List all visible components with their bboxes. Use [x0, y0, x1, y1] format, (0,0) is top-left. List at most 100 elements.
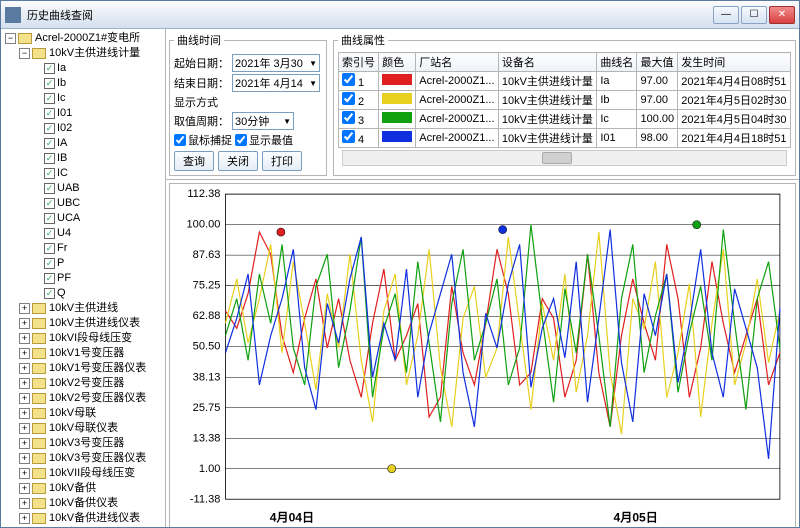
table-row[interactable]: 1 Acrel-2000Z1...10kV主供进线计量Ia97.002021年4… [339, 72, 791, 91]
row-checkbox[interactable] [342, 111, 355, 124]
checkbox-icon[interactable]: ✓ [44, 168, 55, 179]
table-header[interactable]: 最大值 [637, 53, 678, 72]
close-panel-button[interactable]: 关闭 [218, 151, 258, 171]
tree-node[interactable]: +10kVII段母线压变 [3, 466, 163, 481]
scrollbar-thumb[interactable] [542, 152, 572, 164]
query-button[interactable]: 查询 [174, 151, 214, 171]
expand-icon[interactable]: + [19, 453, 30, 464]
tree-node[interactable]: +10kVI段母线压变 [3, 331, 163, 346]
tree-node[interactable]: ✓Ic [3, 91, 163, 106]
tree-node[interactable]: ✓UAB [3, 181, 163, 196]
mouse-capture-checkbox[interactable]: 鼠标捕捉 [174, 132, 232, 148]
tree-node[interactable]: +10kV备供 [3, 481, 163, 496]
checkbox-icon[interactable]: ✓ [44, 153, 55, 164]
period-select[interactable]: 30分钟▼ [232, 112, 294, 130]
tree-node[interactable]: ✓Ia [3, 61, 163, 76]
close-button[interactable]: ✕ [769, 6, 795, 24]
table-header[interactable]: 发生时间 [678, 53, 791, 72]
expand-icon[interactable]: + [19, 348, 30, 359]
table-header[interactable]: 厂站名 [416, 53, 499, 72]
expand-icon[interactable]: + [19, 363, 30, 374]
row-checkbox[interactable] [342, 92, 355, 105]
tree-node[interactable]: +10kV主供进线 [3, 301, 163, 316]
table-row[interactable]: 3 Acrel-2000Z1...10kV主供进线计量Ic100.002021年… [339, 110, 791, 129]
expand-icon[interactable]: + [19, 303, 30, 314]
checkbox-icon[interactable]: ✓ [44, 243, 55, 254]
tree-node[interactable]: +10kV3号变压器仪表 [3, 451, 163, 466]
table-header[interactable]: 曲线名 [597, 53, 637, 72]
tree-node[interactable]: +1号变0.4kV [3, 526, 163, 527]
expand-icon[interactable]: + [19, 468, 30, 479]
tree-node[interactable]: +10kV主供进线仪表 [3, 316, 163, 331]
print-button[interactable]: 打印 [262, 151, 302, 171]
table-row[interactable]: 2 Acrel-2000Z1...10kV主供进线计量Ib97.002021年4… [339, 91, 791, 110]
tree-node[interactable]: +10kV母联 [3, 406, 163, 421]
color-swatch [382, 112, 412, 123]
tree-node[interactable]: ✓IB [3, 151, 163, 166]
chart-area[interactable]: 112.38100.0087.6375.2562.8850.5038.1325.… [169, 183, 796, 527]
checkbox-icon[interactable]: ✓ [44, 123, 55, 134]
tree-node[interactable]: ✓IC [3, 166, 163, 181]
tree-node[interactable]: +10kV2号变压器 [3, 376, 163, 391]
checkbox-icon[interactable]: ✓ [44, 213, 55, 224]
expand-icon[interactable]: + [19, 423, 30, 434]
start-date-picker[interactable]: 2021年 3月30▼ [232, 54, 320, 72]
expand-icon[interactable]: + [19, 483, 30, 494]
expand-icon[interactable]: − [19, 48, 30, 59]
checkbox-icon[interactable]: ✓ [44, 228, 55, 239]
expand-icon[interactable]: + [19, 333, 30, 344]
tree-node[interactable]: ✓Ib [3, 76, 163, 91]
tree-node[interactable]: ✓IA [3, 136, 163, 151]
table-row[interactable]: 4 Acrel-2000Z1...10kV主供进线计量I0198.002021年… [339, 129, 791, 148]
checkbox-icon[interactable]: ✓ [44, 258, 55, 269]
row-checkbox[interactable] [342, 73, 355, 86]
tree-node[interactable]: ✓U4 [3, 226, 163, 241]
expand-icon[interactable]: + [19, 393, 30, 404]
tree-node[interactable]: ✓UBC [3, 196, 163, 211]
tree-node[interactable]: ✓Q [3, 286, 163, 301]
tree-node[interactable]: +10kV母联仪表 [3, 421, 163, 436]
tree-node[interactable]: ✓P [3, 256, 163, 271]
expand-icon[interactable]: + [19, 498, 30, 509]
expand-icon[interactable]: + [19, 318, 30, 329]
svg-text:75.25: 75.25 [193, 280, 221, 292]
tree-node[interactable]: ✓UCA [3, 211, 163, 226]
checkbox-icon[interactable]: ✓ [44, 93, 55, 104]
table-header[interactable]: 设备名 [498, 53, 596, 72]
expand-icon[interactable]: + [19, 438, 30, 449]
table-header[interactable]: 索引号 [339, 53, 379, 72]
tree-node[interactable]: ✓Fr [3, 241, 163, 256]
table-header[interactable]: 颜色 [379, 53, 416, 72]
tree-node[interactable]: +10kV3号变压器 [3, 436, 163, 451]
h-scrollbar[interactable] [342, 150, 787, 166]
checkbox-icon[interactable]: ✓ [44, 108, 55, 119]
tree-node[interactable]: +10kV备供进线仪表 [3, 511, 163, 526]
row-checkbox[interactable] [342, 130, 355, 143]
tree-node[interactable]: ✓PF [3, 271, 163, 286]
tree-node[interactable]: −10kV主供进线计量 [3, 46, 163, 61]
checkbox-icon[interactable]: ✓ [44, 138, 55, 149]
tree-node[interactable]: +10kV1号变压器 [3, 346, 163, 361]
checkbox-icon[interactable]: ✓ [44, 273, 55, 284]
end-date-picker[interactable]: 2021年 4月14▼ [232, 74, 320, 92]
tree-panel[interactable]: −Acrel-2000Z1#变电所−10kV主供进线计量✓Ia✓Ib✓Ic✓I0… [1, 29, 166, 527]
tree-node[interactable]: +10kV1号变压器仪表 [3, 361, 163, 376]
checkbox-icon[interactable]: ✓ [44, 183, 55, 194]
tree-node[interactable]: +10kV备供仪表 [3, 496, 163, 511]
checkbox-icon[interactable]: ✓ [44, 63, 55, 74]
tree-node[interactable]: +10kV2号变压器仪表 [3, 391, 163, 406]
color-swatch [382, 74, 412, 85]
checkbox-icon[interactable]: ✓ [44, 198, 55, 209]
expand-icon[interactable]: − [5, 33, 16, 44]
expand-icon[interactable]: + [19, 408, 30, 419]
tree-node[interactable]: −Acrel-2000Z1#变电所 [3, 31, 163, 46]
show-extremes-checkbox[interactable]: 显示最值 [235, 132, 293, 148]
tree-node[interactable]: ✓I01 [3, 106, 163, 121]
maximize-button[interactable]: ☐ [741, 6, 767, 24]
expand-icon[interactable]: + [19, 513, 30, 524]
checkbox-icon[interactable]: ✓ [44, 78, 55, 89]
minimize-button[interactable]: — [713, 6, 739, 24]
expand-icon[interactable]: + [19, 378, 30, 389]
checkbox-icon[interactable]: ✓ [44, 288, 55, 299]
tree-node[interactable]: ✓I02 [3, 121, 163, 136]
